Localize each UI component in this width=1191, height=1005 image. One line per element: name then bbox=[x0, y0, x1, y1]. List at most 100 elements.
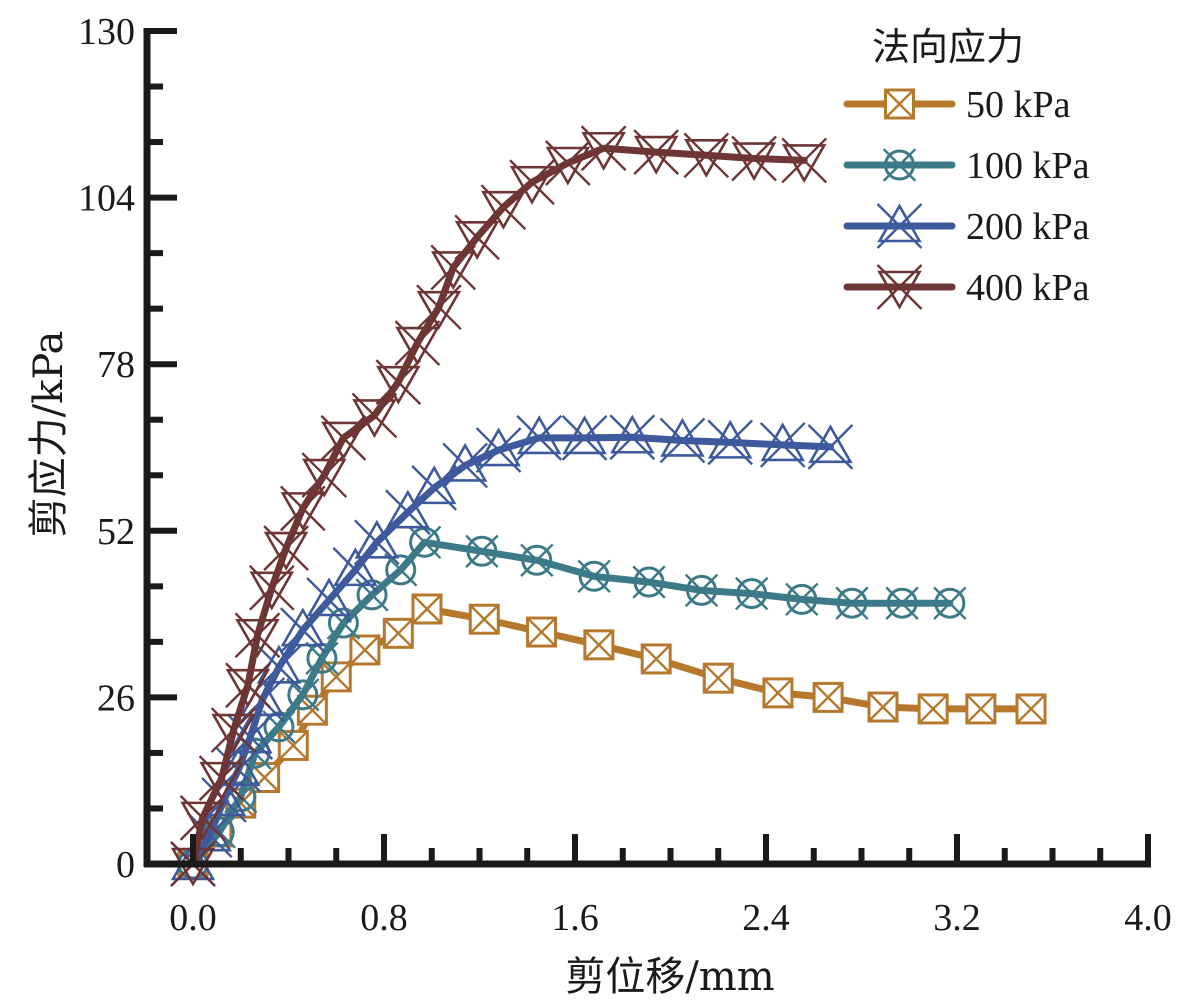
data-point-400-kpa bbox=[781, 137, 828, 184]
data-point-200-kpa bbox=[516, 415, 563, 461]
data-point-100-kpa bbox=[384, 553, 418, 587]
data-point-100-kpa bbox=[835, 586, 869, 620]
data-point-50-kpa bbox=[702, 662, 734, 694]
legend-marker bbox=[882, 148, 917, 182]
legend-label: 400 kPa bbox=[966, 267, 1090, 309]
y-ticks: 0 26 52 78 104 130 bbox=[78, 11, 177, 886]
data-point-50-kpa bbox=[867, 691, 899, 723]
legend-marker bbox=[876, 264, 923, 310]
legend-item-400-kpa: 400 kPa bbox=[843, 264, 1090, 310]
data-point-200-kpa bbox=[385, 489, 431, 536]
data-point-400-kpa bbox=[179, 795, 226, 841]
x-ticks: 0.0 0.8 1.6 2.4 3.2 4.0 bbox=[169, 834, 1172, 939]
data-point-100-kpa bbox=[520, 543, 554, 577]
data-point-50-kpa bbox=[640, 643, 672, 675]
data-point-400-kpa bbox=[351, 392, 398, 439]
x-tick-label: 4.0 bbox=[1124, 897, 1172, 939]
legend-label: 50 kPa bbox=[966, 84, 1071, 126]
data-point-200-kpa bbox=[807, 424, 854, 470]
data-point-50-kpa bbox=[411, 593, 443, 625]
data-point-400-kpa bbox=[225, 662, 271, 709]
data-point-50-kpa bbox=[812, 681, 844, 713]
data-point-400-kpa bbox=[454, 214, 500, 261]
y-tick-label: 78 bbox=[97, 344, 135, 386]
y-tick-label: 52 bbox=[97, 511, 135, 553]
data-point-400-kpa bbox=[210, 707, 257, 753]
data-point-50-kpa bbox=[468, 603, 500, 635]
data-point-200-kpa bbox=[759, 422, 806, 468]
legend-item-50-kpa: 50 kPa bbox=[843, 84, 1071, 126]
data-point-400-kpa bbox=[544, 140, 591, 186]
data-point-100-kpa bbox=[326, 606, 361, 640]
data-point-200-kpa bbox=[609, 414, 656, 461]
data-point-200-kpa bbox=[475, 427, 522, 473]
y-tick-label: 0 bbox=[116, 844, 135, 886]
legend-marker bbox=[884, 88, 915, 120]
data-point-400-kpa bbox=[633, 129, 680, 175]
data-point-100-kpa bbox=[785, 582, 819, 617]
x-tick-label: 1.6 bbox=[551, 897, 599, 939]
y-tick-label: 130 bbox=[78, 11, 135, 53]
data-point-50-kpa bbox=[762, 677, 794, 709]
data-point-100-kpa bbox=[286, 678, 320, 712]
y-axis-title: 剪应力/kPa bbox=[26, 331, 72, 538]
data-point-50-kpa bbox=[917, 693, 949, 725]
data-point-400-kpa bbox=[480, 184, 527, 231]
x-axis-title: 剪位移/mm bbox=[565, 954, 774, 1000]
data-point-400-kpa bbox=[430, 244, 477, 291]
data-point-200-kpa bbox=[561, 415, 608, 461]
data-point-100-kpa bbox=[684, 573, 719, 608]
legend: 法向应力 50 kPa 100 kPa 200 kPa 400 kPa bbox=[843, 25, 1090, 310]
data-point-50-kpa bbox=[277, 729, 309, 761]
data-point-100-kpa bbox=[632, 565, 666, 599]
data-point-100-kpa bbox=[734, 576, 769, 611]
data-point-400-kpa bbox=[234, 612, 281, 659]
data-point-200-kpa bbox=[256, 644, 302, 691]
series-50-kpa bbox=[177, 593, 1047, 880]
data-point-400-kpa bbox=[580, 125, 627, 172]
data-point-400-kpa bbox=[509, 159, 555, 206]
x-tick-label: 0.0 bbox=[169, 897, 217, 939]
data-point-200-kpa bbox=[332, 547, 379, 593]
legend-title: 法向应力 bbox=[872, 25, 1024, 69]
data-point-50-kpa bbox=[965, 693, 997, 725]
data-point-400-kpa bbox=[263, 525, 309, 571]
series-400-kpa bbox=[170, 125, 828, 887]
x-tick-label: 2.4 bbox=[742, 897, 790, 939]
data-point-400-kpa bbox=[320, 415, 367, 461]
data-point-400-kpa bbox=[248, 564, 295, 611]
data-point-100-kpa bbox=[262, 710, 296, 744]
data-point-100-kpa bbox=[885, 586, 919, 620]
data-point-400-kpa bbox=[731, 135, 777, 182]
data-point-400-kpa bbox=[301, 452, 348, 498]
data-point-50-kpa bbox=[382, 617, 414, 649]
data-point-400-kpa bbox=[683, 132, 730, 179]
legend-label: 100 kPa bbox=[966, 145, 1090, 187]
data-point-100-kpa bbox=[465, 534, 499, 568]
y-tick-label: 104 bbox=[78, 178, 135, 220]
data-point-200-kpa bbox=[707, 419, 754, 466]
data-point-100-kpa bbox=[577, 559, 611, 593]
data-point-100-kpa bbox=[933, 586, 967, 620]
data-point-50-kpa bbox=[349, 634, 381, 666]
legend-label: 200 kPa bbox=[966, 206, 1090, 248]
data-point-400-kpa bbox=[375, 359, 422, 405]
legend-item-100-kpa: 100 kPa bbox=[843, 145, 1090, 187]
data-point-50-kpa bbox=[583, 629, 615, 661]
data-point-50-kpa bbox=[1015, 693, 1047, 725]
legend-marker bbox=[876, 203, 923, 249]
x-tick-label: 0.8 bbox=[360, 897, 408, 939]
series-200-kpa bbox=[170, 414, 854, 887]
y-tick-label: 26 bbox=[97, 677, 135, 719]
axes: 0.0 0.8 1.6 2.4 3.2 4.0 0 26 52 78 104 130 bbox=[78, 11, 1172, 939]
legend-items: 50 kPa 100 kPa 200 kPa 400 kPa bbox=[843, 84, 1090, 310]
x-tick-label: 3.2 bbox=[933, 897, 981, 939]
data-point-400-kpa bbox=[198, 755, 245, 801]
legend-item-200-kpa: 200 kPa bbox=[843, 203, 1090, 249]
data-point-50-kpa bbox=[320, 661, 352, 693]
data-point-200-kpa bbox=[659, 417, 706, 464]
data-point-200-kpa bbox=[442, 442, 489, 489]
data-point-400-kpa bbox=[279, 485, 326, 532]
data-point-400-kpa bbox=[416, 284, 462, 331]
